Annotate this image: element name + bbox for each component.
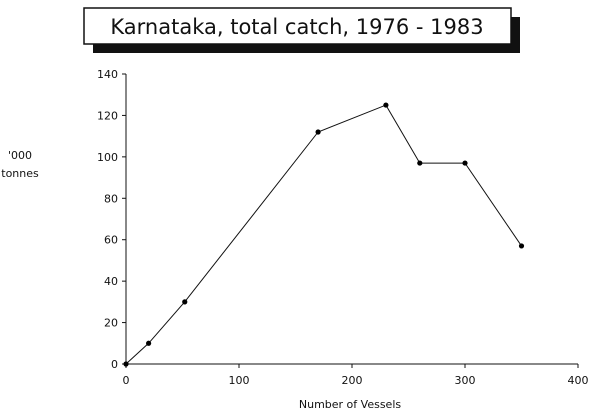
y-axis-label-line2: tonnes — [1, 167, 39, 180]
y-tick-label: 0 — [111, 358, 118, 371]
data-point — [518, 243, 525, 249]
title-box — [83, 7, 512, 45]
data-point — [182, 299, 188, 305]
y-tick-label: 100 — [97, 151, 118, 164]
y-tick-label: 120 — [97, 109, 118, 122]
y-tick-label: 20 — [104, 317, 118, 330]
y-tick-label: 40 — [104, 275, 118, 288]
data-point — [146, 340, 152, 346]
series-line — [125, 104, 522, 365]
y-tick-label: 60 — [104, 234, 118, 247]
data-point — [315, 129, 321, 135]
x-tick-label: 0 — [123, 374, 130, 387]
y-ticks: 0 20 40 60 80 100 120 140 — [97, 68, 126, 371]
x-ticks: 0 100 200 300 400 — [123, 364, 589, 387]
x-tick-label: 200 — [342, 374, 363, 387]
series-layer — [123, 102, 525, 367]
x-axis-label: Number of Vessels — [299, 398, 402, 411]
chart-title: Karnataka, total catch, 1976 - 1983 — [110, 15, 483, 39]
x-tick-label: 100 — [229, 374, 250, 387]
y-tick-label: 140 — [97, 68, 118, 81]
y-tick-label: 80 — [104, 192, 118, 205]
data-point — [383, 102, 389, 108]
y-axis-label-line1: '000 — [8, 149, 32, 162]
data-point — [462, 160, 468, 166]
data-point — [417, 160, 423, 166]
x-tick-label: 300 — [455, 374, 476, 387]
data-point — [123, 361, 129, 367]
x-tick-label: 400 — [568, 374, 589, 387]
